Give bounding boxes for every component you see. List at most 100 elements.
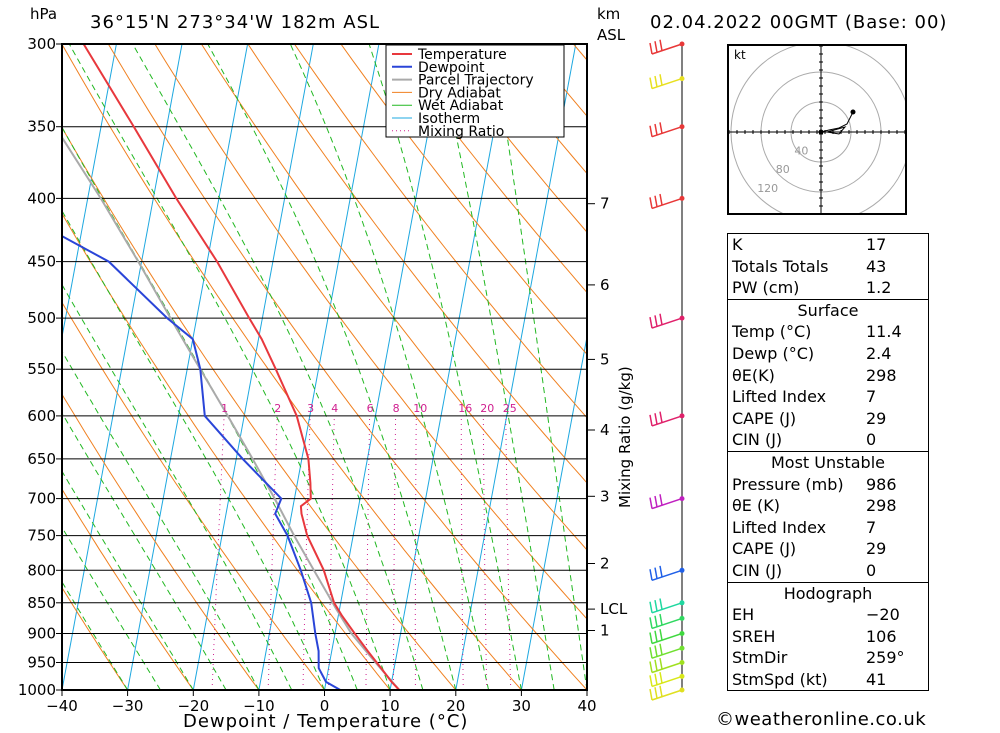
- wind-barb: [649, 193, 685, 210]
- dry-adiabat-line: [62, 488, 194, 690]
- hodograph-section: Hodograph EH −20 SREH 106 StmDir 259° StmSpd (…: [728, 581, 928, 691]
- wet-adiabat-line: [62, 209, 325, 690]
- wind-barb-staff: [651, 415, 683, 427]
- pressure-label: 500: [27, 309, 56, 327]
- dry-adiabat-line: [386, 44, 587, 294]
- height-tick-label: 2: [600, 555, 610, 573]
- dry-adiabat-line: [433, 44, 587, 233]
- wind-barb-staff: [651, 569, 683, 582]
- index-row: Totals Totals 43: [728, 256, 928, 278]
- isotherm-line: [389, 44, 511, 690]
- index-value: 7: [866, 387, 877, 407]
- profile-lines: [62, 44, 401, 690]
- wind-barb-staff: [651, 617, 683, 630]
- wind-barb-feather: [654, 645, 658, 657]
- wind-barb-feather: [659, 657, 663, 670]
- pressure-label: 950: [27, 654, 56, 672]
- wind-barb-feather: [659, 411, 663, 423]
- index-label: SREH: [732, 626, 776, 646]
- wind-barb-feather: [649, 497, 653, 509]
- index-value: 41: [866, 669, 887, 689]
- index-label: Dewp (°C): [732, 343, 815, 363]
- pressure-label: 700: [27, 490, 56, 508]
- wind-barb-staff: [651, 197, 683, 210]
- pressure-label: 450: [27, 253, 56, 271]
- index-value: 17: [866, 235, 887, 254]
- index-row: Temp (°C) 11.4: [728, 321, 928, 343]
- height-tick-label: 5: [600, 350, 610, 368]
- index-label: StmSpd (kt): [732, 669, 828, 689]
- pressure-label: 800: [27, 561, 56, 579]
- legend-box: [385, 44, 565, 138]
- x-axis-title: Dewpoint / Temperature (°C): [183, 711, 468, 732]
- mixing-ratio-line: [328, 415, 335, 690]
- axes: 3003504004505005506006507007508008509009…: [18, 35, 628, 715]
- wind-barb-feather: [654, 75, 658, 88]
- wind-barb-staff: [651, 675, 683, 688]
- index-row: StmDir 259°: [728, 647, 928, 669]
- index-value: −20: [866, 605, 900, 625]
- wind-barb-feather: [659, 122, 663, 134]
- index-value: 29: [866, 408, 887, 428]
- hodograph-panel: 40 80 120 kt: [727, 41, 912, 223]
- copyright-text: ©weatheronline.co.uk: [716, 709, 927, 730]
- wind-barb-feather: [649, 688, 653, 701]
- index-row: K 17: [728, 234, 928, 256]
- temperature-tick-label: −10: [243, 697, 275, 715]
- pressure-label: 600: [27, 407, 56, 425]
- wind-barb-feather: [649, 617, 653, 629]
- index-value: 1.2: [866, 278, 892, 298]
- index-row: CIN (J) 0: [728, 429, 928, 451]
- mixing-ratio-line: [393, 415, 397, 690]
- wind-barb-feather: [649, 661, 653, 673]
- index-value: 0: [866, 560, 877, 580]
- legend-label: Wet Adiabat: [418, 98, 504, 114]
- mixing-ratio-axis-title: Mixing Ratio (g/kg): [616, 366, 634, 508]
- hodograph-unit: kt: [734, 48, 746, 62]
- mixing-ratio-label: 2: [274, 402, 281, 415]
- wind-barb-feather: [649, 42, 653, 55]
- isotherm-line: [62, 44, 183, 690]
- wind-barb-feather: [654, 567, 658, 579]
- mixing-ratio-label: 10: [413, 402, 427, 415]
- isotherm-line: [127, 44, 249, 690]
- hodograph-top-point: [850, 109, 856, 115]
- index-row: StmSpd (kt) 41: [728, 669, 928, 691]
- height-unit-label: km: [597, 5, 620, 23]
- wind-barb-feather: [654, 413, 658, 425]
- hodograph-ring-label: 40: [794, 145, 808, 158]
- wind-barb-feather: [649, 197, 653, 209]
- wind-barb: [649, 74, 685, 90]
- index-label: Lifted Index: [732, 517, 827, 537]
- isotherm-line: [455, 44, 577, 690]
- pressure-label: 900: [27, 625, 56, 643]
- wind-barb-feather: [654, 687, 658, 699]
- wind-barb-staff: [651, 602, 683, 614]
- height-unit-label-asl: ASL: [597, 26, 626, 44]
- mixing-ratio-label: 1: [221, 402, 228, 415]
- wet-adiabat-line: [289, 44, 490, 690]
- index-label: Temp (°C): [732, 322, 812, 342]
- surface-section: Surface Temp (°C) 11.4 Dewp (°C) 2.4 θE(K) 29…: [728, 298, 928, 451]
- temperature-tick-label: 40: [577, 697, 596, 715]
- legend-label: Temperature: [417, 47, 507, 63]
- index-label: Pressure (mb): [732, 474, 844, 494]
- wind-barb: [649, 671, 685, 688]
- legend-label: Parcel Trajectory: [418, 73, 534, 89]
- index-label: CAPE (J): [732, 539, 797, 559]
- wind-barb-feather: [649, 125, 653, 137]
- mixing-ratio-label: 4: [331, 402, 338, 415]
- index-value: 29: [866, 539, 887, 559]
- height-tick-label: LCL: [600, 600, 628, 618]
- height-tick-label: 3: [600, 487, 610, 505]
- wind-barb-feather: [659, 313, 663, 325]
- dry-adiabat-line: [62, 586, 129, 690]
- wind-barb-staff: [651, 647, 683, 659]
- pressure-unit-label: hPa: [30, 5, 57, 23]
- temperature-tick-label: 30: [512, 697, 531, 715]
- height-tick-label: 4: [600, 421, 610, 439]
- wet-adiabat-line: [62, 126, 358, 690]
- pressure-label: 300: [27, 35, 56, 53]
- isotherm-line: [258, 44, 380, 690]
